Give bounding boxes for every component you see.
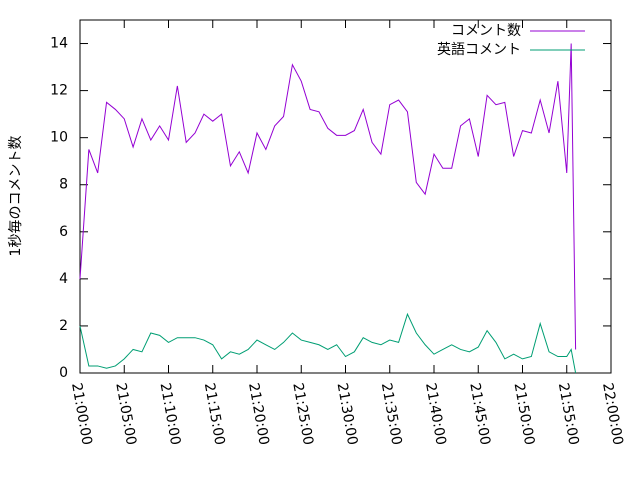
legend-label: 英語コメント <box>437 41 521 58</box>
series-line <box>79 312 577 374</box>
y-tick-label: 10 <box>50 130 68 146</box>
x-tick-label: 21:55:00 <box>555 382 582 447</box>
x-tick-label: 21:20:00 <box>245 382 272 447</box>
legend-label: コメント数 <box>451 23 521 39</box>
y-axis-label: 1秒毎のコメント数 <box>8 136 24 257</box>
x-tick-label: 21:40:00 <box>422 382 449 447</box>
x-tick-label: 21:10:00 <box>157 382 184 447</box>
x-tick-label: 22:00:00 <box>599 382 626 447</box>
x-tick-label: 21:00:00 <box>68 382 95 447</box>
x-tick-label: 21:50:00 <box>511 382 538 447</box>
plot-frame <box>79 19 612 374</box>
x-tick-label: 21:30:00 <box>334 382 361 447</box>
y-tick-label: 12 <box>50 83 68 99</box>
y-tick-label: 4 <box>59 271 68 287</box>
x-tick-label: 21:25:00 <box>289 382 316 447</box>
y-tick-label: 0 <box>59 365 68 381</box>
y-tick-label: 14 <box>50 36 68 52</box>
x-tick-label: 21:45:00 <box>466 382 493 447</box>
y-tick-label: 2 <box>59 318 68 334</box>
x-tick-label: 21:05:00 <box>112 382 139 447</box>
y-tick-label: 8 <box>59 177 68 193</box>
series-line <box>79 43 577 350</box>
x-tick-label: 21:35:00 <box>378 382 405 447</box>
x-tick-label: 21:15:00 <box>201 382 228 447</box>
y-tick-label: 6 <box>59 224 68 240</box>
